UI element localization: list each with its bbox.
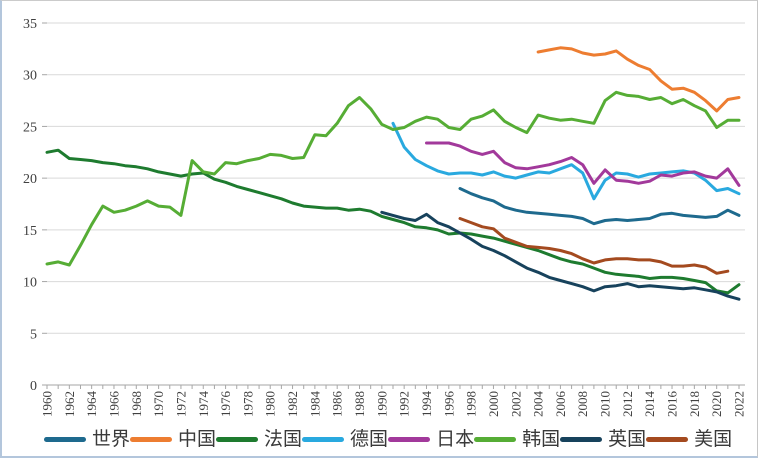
legend-item-china: 中国	[130, 430, 216, 449]
legend-swatch-world	[44, 436, 86, 442]
legend-label-korea: 韩国	[522, 428, 561, 450]
x-axis-label-2014: 2014	[642, 391, 657, 418]
series-line-japan	[425, 141, 741, 187]
legend-item-korea: 韩国	[474, 430, 560, 449]
legend-swatch-usa	[646, 436, 689, 442]
line-chart: 0 5 10 15 20 25 30 35 1960 1962 1964 1966 1968 1970 19…	[23, 17, 747, 418]
x-axis-label-1998: 1998	[464, 391, 479, 417]
x-axis-label-1964: 1964	[84, 391, 99, 418]
y-axis-label-10: 10	[23, 276, 37, 291]
x-axis-label-2000: 2000	[486, 391, 501, 417]
x-axis-label-1960: 1960	[40, 391, 55, 417]
series-line-france	[45, 148, 741, 295]
x-axis-label-2002: 2002	[508, 391, 523, 417]
y-axis-label-0: 0	[30, 379, 37, 394]
legend-label-china: 中国	[178, 428, 217, 450]
legend-item-japan: 日本	[388, 430, 474, 449]
legend-label-germany: 德国	[350, 428, 389, 450]
x-axis-label-1996: 1996	[441, 391, 456, 418]
y-axis-label-5: 5	[30, 327, 37, 342]
legend-item-france: 法国	[216, 430, 302, 449]
x-axis-label-1970: 1970	[151, 391, 166, 417]
legend-item-world: 世界	[44, 430, 130, 449]
x-axis-label-2008: 2008	[575, 391, 590, 417]
x-axis-label-2012: 2012	[620, 391, 635, 417]
x-axis-label-1986: 1986	[330, 391, 345, 418]
x-axis-label-2010: 2010	[598, 391, 613, 417]
legend-label-usa: 美国	[694, 428, 733, 450]
x-axis-label-1984: 1984	[307, 391, 322, 418]
legend-swatch-china	[130, 436, 173, 442]
series-line-uk	[380, 210, 741, 301]
y-axis-label-35: 35	[23, 17, 37, 32]
legend-swatch-japan	[388, 436, 431, 442]
legend-item-usa: 美国	[646, 430, 732, 449]
legend-swatch-uk	[560, 436, 603, 442]
series-line-korea	[45, 90, 741, 267]
x-axis-label-2022: 2022	[732, 391, 747, 417]
x-axis-label-1972: 1972	[173, 391, 188, 417]
legend-item-uk: 英国	[560, 430, 646, 449]
legend-item-germany: 德国	[302, 430, 388, 449]
x-axis-label-1982: 1982	[285, 391, 300, 417]
legend-label-france: 法国	[264, 428, 303, 450]
x-axis-label-1976: 1976	[218, 391, 233, 418]
series-line-world	[458, 187, 741, 226]
legend-swatch-korea	[474, 436, 517, 442]
series-line-usa	[458, 217, 730, 275]
x-axis-label-1992: 1992	[397, 391, 412, 417]
x-axis-label-1994: 1994	[419, 391, 434, 418]
x-axis-label-1988: 1988	[352, 391, 367, 417]
x-axis-label-1990: 1990	[374, 391, 389, 417]
x-axis-label-1980: 1980	[263, 391, 278, 417]
y-axis-label-20: 20	[23, 172, 37, 187]
y-axis-label-15: 15	[23, 224, 37, 239]
legend-swatch-germany	[302, 436, 345, 442]
legend-label-world: 世界	[92, 428, 131, 450]
chart-legend: 世界 中国 法国 德国 日本 韩国 英国 美国	[2, 424, 757, 454]
x-axis-label-1966: 1966	[106, 391, 121, 418]
y-axis-label-25: 25	[23, 120, 37, 135]
x-axis-label-1962: 1962	[62, 391, 77, 417]
x-axis-label-2020: 2020	[709, 391, 724, 417]
x-axis-label-1974: 1974	[196, 391, 211, 418]
legend-label-uk: 英国	[608, 428, 647, 450]
series-line-china	[536, 46, 741, 113]
series-line-germany	[391, 121, 741, 201]
x-axis-label-2016: 2016	[665, 391, 680, 418]
legend-label-japan: 日本	[436, 428, 475, 450]
x-axis-label-2018: 2018	[687, 391, 702, 417]
y-axis-label-30: 30	[23, 69, 37, 84]
x-axis-label-2004: 2004	[531, 391, 546, 418]
legend-swatch-france	[216, 436, 259, 442]
x-axis-label-1968: 1968	[129, 391, 144, 417]
x-axis-label-1978: 1978	[240, 391, 255, 417]
x-axis-label-2006: 2006	[553, 391, 568, 418]
